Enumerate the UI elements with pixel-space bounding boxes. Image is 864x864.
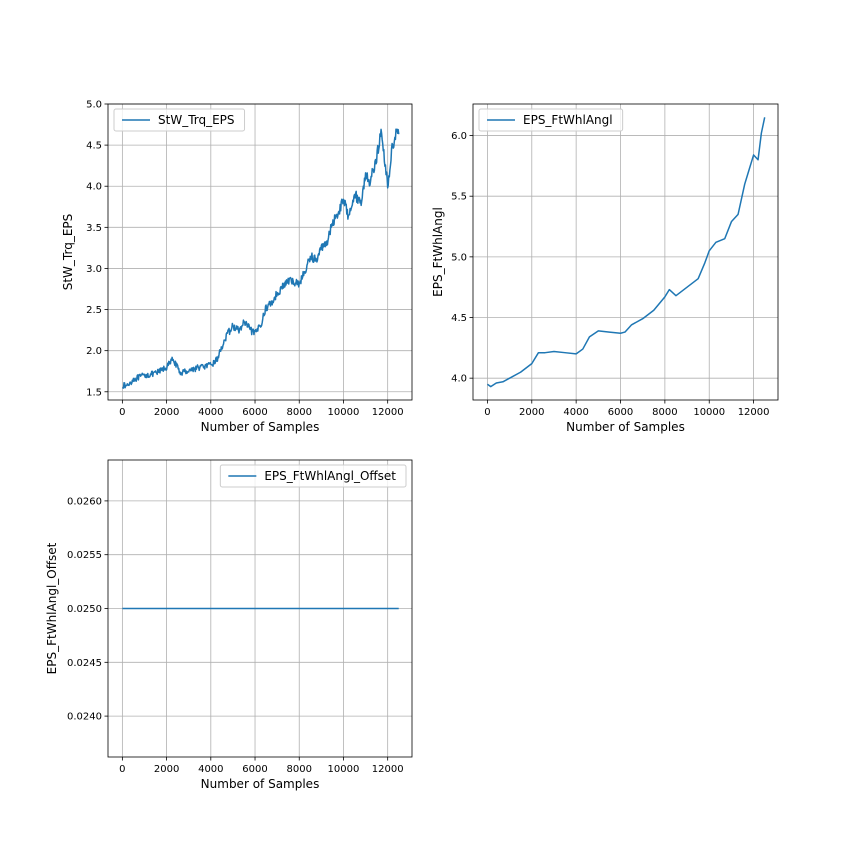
- x-tick-label: 0: [484, 407, 490, 418]
- plot-frame: [472, 103, 779, 401]
- y-axis-title: EPS_FtWhlAngl_Offset: [45, 542, 59, 674]
- y-tick-label: 5.0: [451, 252, 467, 263]
- y-tick-label: 4.0: [451, 374, 467, 385]
- y-tick-label: 2.5: [86, 305, 102, 316]
- plot-frame: [107, 459, 413, 758]
- y-tick-label: 0.0255: [67, 550, 102, 561]
- y-tick-label: 1.5: [86, 387, 102, 398]
- y-tick-label: 0.0260: [67, 496, 102, 507]
- x-axis-title: Number of Samples: [566, 420, 685, 434]
- y-tick-label: 3.5: [86, 223, 102, 234]
- legend-label: StW_Trq_EPS: [158, 113, 235, 127]
- legend-box: [478, 108, 624, 132]
- y-tick-label: 2.0: [86, 346, 102, 357]
- legend-box: [113, 108, 246, 132]
- x-tick-label: 6000: [242, 764, 267, 775]
- x-tick-label: 12000: [738, 407, 770, 418]
- subplot-offset: 0 2000 4000 6000 8000 10000 12000 0.0240 0.0245 0…: [45, 459, 413, 791]
- y-tick-label: 4.0: [86, 182, 102, 193]
- x-tick-label: 0: [119, 407, 125, 418]
- y-axis-title: StW_Trq_EPS: [61, 214, 75, 291]
- x-tick-label: 12000: [372, 407, 404, 418]
- legend-label: EPS_FtWhlAngl_Offset: [264, 469, 396, 483]
- x-tick-label: 6000: [242, 407, 267, 418]
- x-tick-label: 8000: [652, 407, 677, 418]
- y-tick-label: 0.0245: [67, 658, 102, 669]
- x-tick-label: 8000: [287, 764, 312, 775]
- x-tick-label: 4000: [198, 764, 223, 775]
- x-axis-title: Number of Samples: [201, 777, 320, 791]
- x-tick-label: 8000: [287, 407, 312, 418]
- legend-label: EPS_FtWhlAngl: [523, 113, 613, 127]
- x-tick-label: 0: [119, 764, 125, 775]
- x-tick-label: 10000: [328, 407, 360, 418]
- legend: StW_Trq_EPS: [113, 108, 246, 132]
- x-axis-title: Number of Samples: [201, 420, 320, 434]
- x-tick-label: 10000: [328, 764, 360, 775]
- y-tick-label: 4.5: [451, 313, 467, 324]
- x-tick-label: 4000: [198, 407, 223, 418]
- y-tick-label: 0.0250: [67, 604, 102, 615]
- y-tick-label: 4.5: [86, 141, 102, 152]
- x-tick-label: 2000: [519, 407, 544, 418]
- plot-frame: [107, 103, 413, 401]
- x-tick-label: 6000: [608, 407, 633, 418]
- y-axis-title: EPS_FtWhlAngl: [431, 207, 445, 297]
- legend-box: [219, 464, 407, 488]
- y-tick-label: 5.5: [451, 192, 467, 203]
- legend: EPS_FtWhlAngl_Offset: [219, 464, 407, 488]
- y-tick-label: 0.0240: [67, 712, 102, 723]
- legend: EPS_FtWhlAngl: [478, 108, 624, 132]
- series-line-StW_Trq_EPS: [121, 128, 400, 389]
- subplot-wheel-angle: 0 2000 4000 6000 8000 10000 12000 4.0 4.5 5.0 5.5 6…: [431, 103, 779, 434]
- series-line-EPS_FtWhlAngl: [486, 117, 766, 388]
- y-tick-label: 6.0: [451, 131, 467, 142]
- x-tick-label: 10000: [693, 407, 725, 418]
- subplot-torque: 0 2000 4000 6000 8000 10000 12000 1.5 2.0 2.5 3.0 3…: [61, 100, 413, 434]
- x-tick-label: 12000: [372, 764, 404, 775]
- y-tick-label: 5.0: [86, 100, 102, 111]
- x-tick-label: 2000: [154, 764, 179, 775]
- x-tick-label: 2000: [154, 407, 179, 418]
- y-tick-label: 3.0: [86, 264, 102, 275]
- x-tick-label: 4000: [563, 407, 588, 418]
